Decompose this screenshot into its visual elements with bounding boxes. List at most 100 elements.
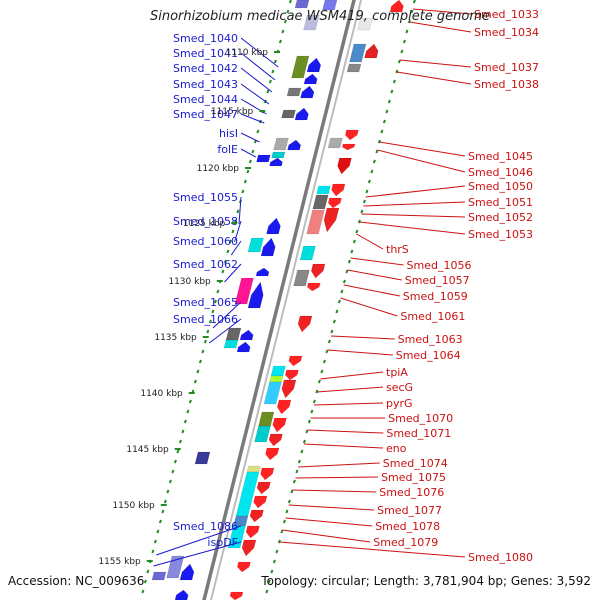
- gene-box: [225, 327, 242, 341]
- leader-line-right: [313, 402, 384, 406]
- tick-dot-left: [183, 419, 187, 424]
- gene-label-right: Smed_1045: [468, 150, 533, 163]
- tick-dot-right: [350, 249, 354, 254]
- tick-dot-left: [266, 89, 270, 94]
- tick-dot-left: [236, 209, 240, 214]
- tick-dot-right: [412, 0, 416, 4]
- leader-line-right: [295, 476, 379, 479]
- leader-line-left: [240, 148, 256, 158]
- gene-box: [281, 109, 296, 119]
- leader-line-left: [234, 220, 242, 243]
- tick-dot-left: [203, 339, 207, 344]
- gene-label-right: Smed_1050: [468, 180, 533, 193]
- tick-dot-left: [178, 439, 182, 444]
- leader-line-right: [327, 349, 393, 356]
- gene-label-left: folE: [217, 143, 238, 156]
- tick-dot-right: [375, 149, 379, 154]
- gene-label-right: tpiA: [386, 366, 408, 379]
- gene-arrow: [306, 282, 321, 292]
- gene-arrow: [389, 0, 404, 13]
- gene-arrow: [245, 525, 260, 539]
- gene-label-right: eno: [386, 442, 407, 455]
- scale-tick-label: 1110 kbp: [226, 48, 269, 58]
- tick-dot-right: [310, 409, 314, 414]
- tick-dot-right: [362, 199, 366, 204]
- tick-dot-left: [223, 259, 227, 264]
- leader-line-right: [292, 489, 377, 493]
- tick-dot-right: [275, 549, 279, 554]
- leader-line-right: [298, 462, 380, 468]
- gene-box: [269, 375, 284, 383]
- tick-dot-left: [228, 239, 232, 244]
- label-leaders: [153, 8, 472, 567]
- leader-line-right: [282, 529, 371, 543]
- tick-dot-right: [330, 329, 334, 334]
- tick-dot-left: [221, 269, 225, 274]
- gene-box: [263, 381, 282, 405]
- leader-line-right: [409, 21, 472, 33]
- gene-label-right: Smed_1076: [379, 486, 444, 499]
- leader-line-right: [396, 71, 472, 85]
- gene-box: [349, 43, 367, 63]
- backbone: [201, 0, 363, 604]
- tick-dot-right: [267, 579, 271, 584]
- leader-line-right: [316, 386, 384, 393]
- gene-box: [247, 237, 264, 253]
- tick-dot-left: [288, 0, 292, 4]
- tick-dot-right: [347, 259, 351, 264]
- gene-arrow: [260, 237, 276, 257]
- tick-dot-left: [141, 589, 145, 594]
- gene-box: [235, 471, 260, 517]
- leader-line-right: [356, 233, 384, 250]
- tick-dot-right: [305, 429, 309, 434]
- scale-tick-label: 1130 kbp: [168, 277, 211, 287]
- gene-arrow: [268, 433, 283, 447]
- gene-label-right: Smed_1034: [474, 26, 539, 39]
- gene-label-right: Smed_1079: [373, 536, 438, 549]
- gene-arrow: [249, 509, 264, 523]
- scale-tick-label: 1120 kbp: [197, 164, 240, 174]
- tick-dot-left: [181, 429, 185, 434]
- gene-label-right: Smed_1056: [407, 259, 472, 272]
- leader-line-right: [379, 141, 466, 157]
- leader-line-right: [330, 335, 395, 340]
- gene-label-right: Smed_1063: [398, 333, 463, 346]
- tick-dot-right: [367, 179, 371, 184]
- gene-label-left: Smed_1066: [173, 313, 238, 326]
- tick-dot-left: [156, 529, 160, 534]
- tick-dot-right: [342, 279, 346, 284]
- tick-dot-right: [355, 229, 359, 234]
- gene-label-right: Smed_1051: [468, 196, 533, 209]
- gene-box: [303, 14, 320, 31]
- gene-arrow: [300, 85, 315, 99]
- tick-dot-right: [380, 129, 384, 134]
- leader-line-right: [363, 201, 466, 207]
- tick-dot-right: [322, 359, 326, 364]
- tick-dot-left: [211, 309, 215, 314]
- tick-dot-right: [387, 99, 391, 104]
- tick-dot-right: [332, 319, 336, 324]
- tick-dot-left: [241, 189, 245, 194]
- gene-box: [256, 154, 271, 163]
- gene-label-right: Smed_1077: [377, 504, 442, 517]
- leader-line-right: [365, 185, 466, 198]
- gene-arrow: [310, 263, 326, 279]
- gene-arrow: [239, 329, 254, 341]
- leader-line-right: [347, 269, 402, 281]
- gene-label-right: Smed_1071: [386, 427, 451, 440]
- leader-line-right: [399, 59, 472, 68]
- tick-dot-right: [312, 399, 316, 404]
- gene-arrow: [174, 589, 189, 601]
- gene-box: [312, 194, 329, 210]
- gene-label-left: Smed_1043: [173, 78, 238, 91]
- gene-box: [357, 17, 373, 31]
- gene-label-left: Smed_1062: [173, 258, 238, 271]
- gene-label-right: Smed_1078: [375, 520, 440, 533]
- gene-arrow: [303, 73, 318, 85]
- gene-arrow: [281, 379, 297, 399]
- gene-arrow: [344, 129, 359, 141]
- tick-dot-right: [407, 19, 411, 24]
- tick-dot-right: [317, 379, 321, 384]
- gene-label-left: Smed_1042: [173, 62, 238, 75]
- gene-label-right: Smed_1064: [396, 349, 461, 362]
